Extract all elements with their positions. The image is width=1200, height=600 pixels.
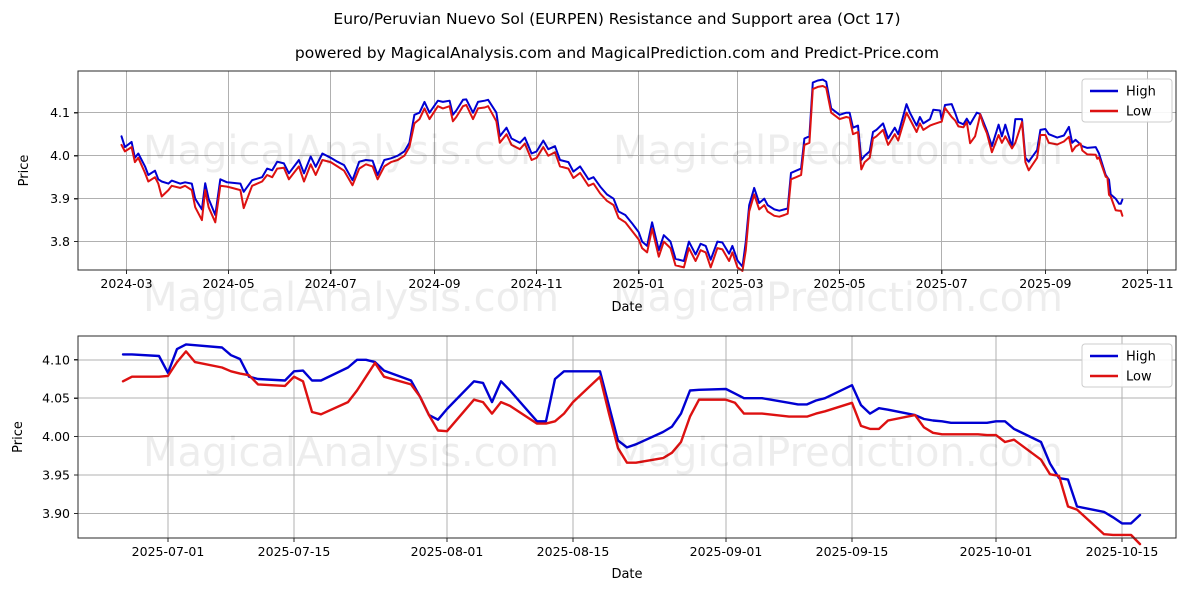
legend: High Low bbox=[1081, 78, 1173, 123]
x-tick-label: 2025-11 bbox=[1121, 276, 1173, 291]
plot-border bbox=[77, 70, 1177, 271]
legend-high-label: High bbox=[1126, 350, 1156, 365]
chart-title: Euro/Peruvian Nuevo Sol (EURPEN) Resista… bbox=[333, 10, 901, 28]
x-tick-label: 2025-09-15 bbox=[816, 544, 889, 559]
x-tick-label: 2025-10-01 bbox=[960, 544, 1033, 559]
y-tick-label: 3.9 bbox=[50, 191, 70, 206]
y-tick-label: 3.90 bbox=[42, 506, 70, 521]
x-axis-label: Date bbox=[611, 567, 642, 582]
x-tick-label: 2025-09 bbox=[1019, 276, 1071, 291]
y-tick-label: 4.0 bbox=[50, 148, 70, 163]
x-tick-label: 2025-10-15 bbox=[1086, 544, 1159, 559]
watermark-left: MagicalAnalysis.com bbox=[143, 128, 559, 174]
y-tick-label: 4.1 bbox=[50, 105, 70, 120]
x-tick-label: 2025-01 bbox=[613, 276, 665, 291]
y-tick-label: 4.00 bbox=[42, 429, 70, 444]
low-line bbox=[121, 350, 1142, 546]
chart-1: 2024-03 2024-05 2024-07 2024-09 2024-11 2025-… bbox=[17, 70, 1177, 315]
x-tick-label: 2025-07-15 bbox=[258, 544, 331, 559]
watermark-right: MagicalPrediction.com bbox=[613, 128, 1063, 174]
watermark-right: MagicalPrediction.com bbox=[613, 275, 1063, 321]
x-tick-label: 2025-09-01 bbox=[690, 544, 763, 559]
legend-low-label: Low bbox=[1126, 105, 1152, 120]
legend-low-label: Low bbox=[1126, 370, 1152, 385]
y-tick-label: 3.8 bbox=[50, 234, 70, 249]
low-line bbox=[120, 85, 1124, 272]
x-axis-label: Date bbox=[611, 300, 642, 315]
x-tick-label: 2025-03 bbox=[711, 276, 763, 291]
x-tick-label: 2024-11 bbox=[510, 276, 562, 291]
x-tick-label: 2025-07 bbox=[916, 276, 968, 291]
x-tick-label: 2025-07-01 bbox=[132, 544, 205, 559]
watermark-left: MagicalAnalysis.com bbox=[143, 275, 559, 321]
x-tick-label: 2025-08-15 bbox=[537, 544, 610, 559]
legend-high-label: High bbox=[1126, 85, 1156, 100]
y-axis-label: Price bbox=[11, 421, 26, 453]
legend: High Low bbox=[1081, 343, 1173, 388]
x-tick-label: 2025-05 bbox=[813, 276, 865, 291]
x-tick-label: 2024-07 bbox=[305, 276, 357, 291]
y-tick-label: 4.10 bbox=[42, 352, 70, 367]
x-tick-label: 2024-09 bbox=[408, 276, 460, 291]
watermark-right: MagicalPrediction.com bbox=[613, 430, 1063, 476]
x-tick-label: 2025-08-01 bbox=[411, 544, 484, 559]
high-line bbox=[121, 343, 1142, 525]
y-tick-label: 4.05 bbox=[42, 391, 70, 406]
y-axis-label: Price bbox=[17, 155, 32, 187]
x-tick-label: 2024-05 bbox=[202, 276, 254, 291]
watermark-left: MagicalAnalysis.com bbox=[143, 430, 559, 476]
y-tick-label: 3.95 bbox=[42, 468, 70, 483]
x-tick-label: 2024-03 bbox=[100, 276, 152, 291]
high-line bbox=[120, 78, 1124, 268]
chart-2: 2025-07-01 2025-07-15 2025-08-01 2025-08-15… bbox=[11, 335, 1177, 582]
chart-subtitle: powered by MagicalAnalysis.com and Magic… bbox=[294, 44, 940, 62]
